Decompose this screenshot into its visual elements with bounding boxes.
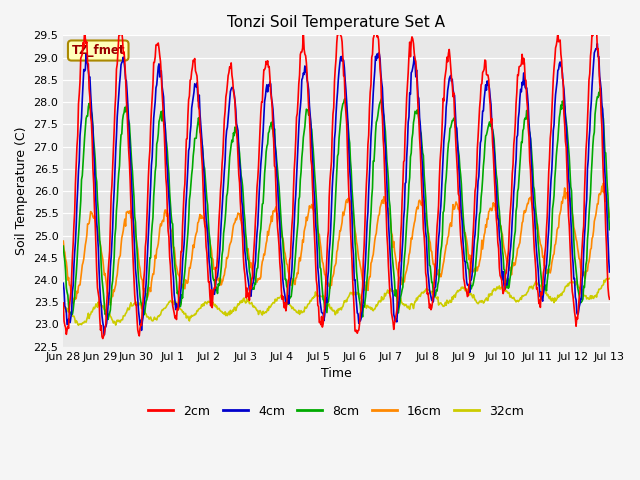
Legend: 2cm, 4cm, 8cm, 16cm, 32cm: 2cm, 4cm, 8cm, 16cm, 32cm — [143, 400, 529, 423]
X-axis label: Time: Time — [321, 367, 352, 380]
Text: TZ_fmet: TZ_fmet — [72, 44, 125, 57]
Y-axis label: Soil Temperature (C): Soil Temperature (C) — [15, 127, 28, 255]
Title: Tonzi Soil Temperature Set A: Tonzi Soil Temperature Set A — [227, 15, 445, 30]
